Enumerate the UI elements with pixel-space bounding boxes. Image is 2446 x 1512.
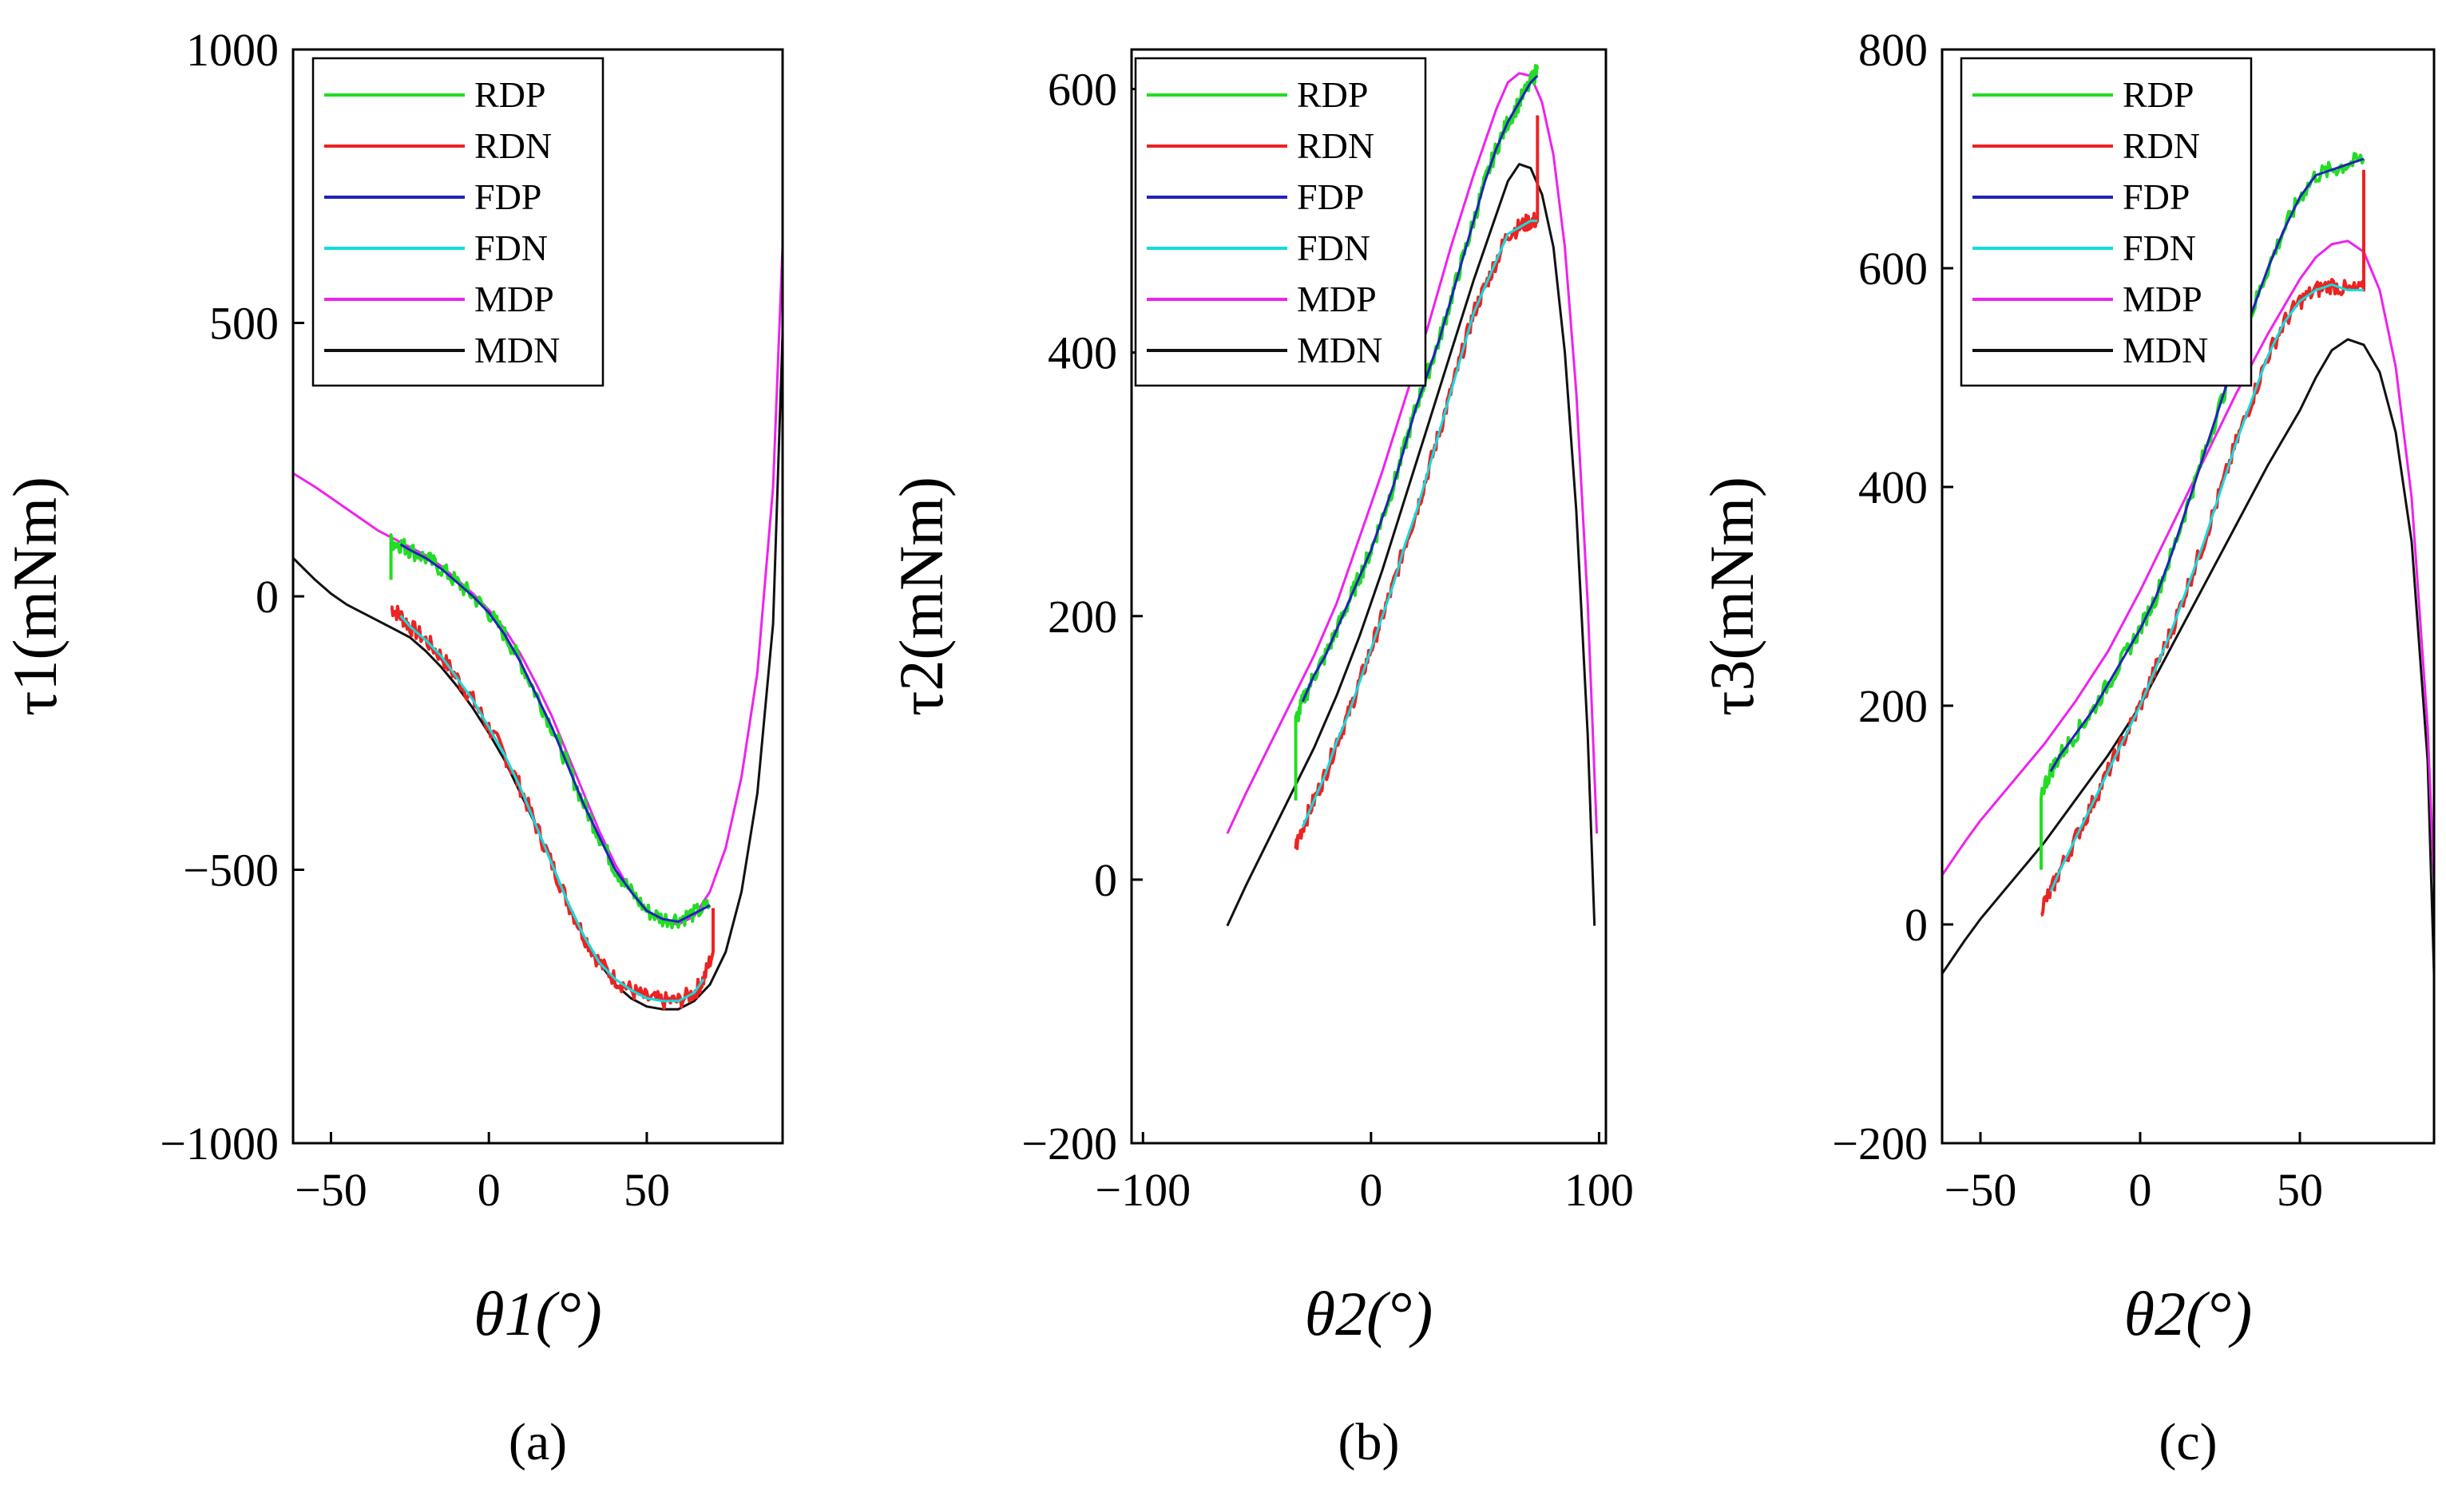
legend-box: [1960, 57, 2253, 387]
y-tick-label: 600: [1858, 243, 1928, 295]
chart-panel-a: −50 0 50−1000−50005001000τ1(mNm)θ1(°)(a)RD…: [0, 24, 784, 1471]
legend-label-fdn: FDN: [2123, 228, 2196, 268]
series-line-fdn: [2049, 283, 2364, 893]
y-tick-label: −1000: [160, 1118, 279, 1170]
legend-label-rdp: RDP: [2123, 74, 2194, 115]
y-tick-label: 400: [1048, 327, 1117, 379]
series-line-mdn: [1226, 163, 1596, 927]
x-tick-label: −100: [1095, 1164, 1191, 1216]
y-tick-label: 1000: [186, 24, 279, 76]
legend-label-fdn: FDN: [474, 228, 548, 268]
legend-label-rdn: RDN: [2123, 125, 2200, 166]
legend-label-mdn: MDN: [474, 330, 560, 370]
x-tick-label: 0: [2129, 1164, 2152, 1216]
y-tick-label: −500: [183, 845, 279, 897]
chart-panel-c: −50 0 50 −200 0 200 400 600 800 τ3(mNm) θ2(°) (c) RD…: [1697, 24, 2436, 1471]
series-line-fdp: [399, 543, 711, 924]
series-line-fdp: [2049, 157, 2365, 772]
legend-label-mdp: MDP: [1297, 279, 1377, 319]
y-axis-title: τ3(mNm): [1697, 477, 1766, 716]
x-axis-title: θ2(°): [2124, 1279, 2252, 1348]
series-line-fdn: [1301, 220, 1538, 828]
series-line-mdn: [1942, 338, 2434, 975]
legend-label-rdp: RDP: [1297, 74, 1368, 115]
x-tick-label: 50: [624, 1164, 670, 1216]
x-axis-title: θ2(°): [1305, 1279, 1433, 1348]
x-tick-label: 0: [478, 1164, 501, 1216]
y-tick-label: 200: [1048, 591, 1117, 643]
x-tick-label: −50: [1945, 1164, 2017, 1216]
legend: RDP RDN FDP FDN MDP MDN: [311, 57, 605, 387]
panel-label: (c): [2159, 1413, 2217, 1471]
legend-label-fdp: FDP: [2123, 176, 2190, 217]
legend-label-mdn: MDN: [1297, 330, 1382, 370]
y-axis-title: τ1(mNm): [0, 477, 69, 716]
series-group: [293, 246, 783, 1011]
series-line-mdp: [293, 246, 783, 926]
series-line-mdp: [1226, 72, 1599, 834]
legend-label-rdn: RDN: [474, 125, 552, 166]
legend-label-fdn: FDN: [1297, 228, 1370, 268]
y-tick-label: 0: [1094, 854, 1117, 906]
legend-label-mdp: MDP: [474, 279, 554, 319]
series-group: [1942, 152, 2434, 975]
legend-label-fdp: FDP: [1297, 176, 1364, 217]
y-tick-label: 0: [256, 571, 279, 623]
y-tick-label: 0: [1905, 899, 1928, 951]
legend: RDP RDN FDP FDN MDP MDN: [1960, 57, 2253, 387]
x-tick-label: 50: [2277, 1164, 2323, 1216]
x-tick-label: 100: [1564, 1164, 1634, 1216]
legend-label-fdp: FDP: [474, 176, 541, 217]
series-line-fdn: [399, 615, 705, 1003]
y-tick-label: 600: [1048, 64, 1117, 116]
x-tick-label: 0: [1359, 1164, 1382, 1216]
legend-box: [1134, 57, 1427, 387]
series-line-fdp: [1301, 74, 1539, 703]
y-tick-label: 500: [209, 298, 279, 350]
y-tick-label: 200: [1858, 680, 1928, 732]
legend: RDP RDN FDP FDN MDP MDN: [1134, 57, 1427, 387]
legend-label-rdn: RDN: [1297, 125, 1374, 166]
y-axis-title: τ2(mNm): [886, 477, 956, 716]
x-tick-label: −50: [295, 1164, 367, 1216]
plot-frame: [1130, 48, 1608, 1145]
legend-box: [311, 57, 605, 387]
y-tick-label: 800: [1858, 24, 1928, 76]
series-group: [1226, 64, 1599, 927]
plot-frame: [1941, 48, 2436, 1145]
panel-label: (a): [509, 1413, 567, 1471]
y-tick-label: 400: [1858, 461, 1928, 513]
legend-label-mdp: MDP: [2123, 279, 2202, 319]
legend-label-rdp: RDP: [474, 74, 545, 115]
y-tick-label: −200: [1021, 1118, 1117, 1170]
chart-panel-b: −100 0 100 −200 0 200 400 600 τ2(mNm) θ2(°) (b) RDP…: [886, 48, 1634, 1471]
x-axis-title: θ1(°): [474, 1279, 601, 1348]
legend-label-mdn: MDN: [2123, 330, 2208, 370]
y-tick-label: −200: [1832, 1118, 1928, 1170]
panel-label: (b): [1338, 1413, 1400, 1471]
